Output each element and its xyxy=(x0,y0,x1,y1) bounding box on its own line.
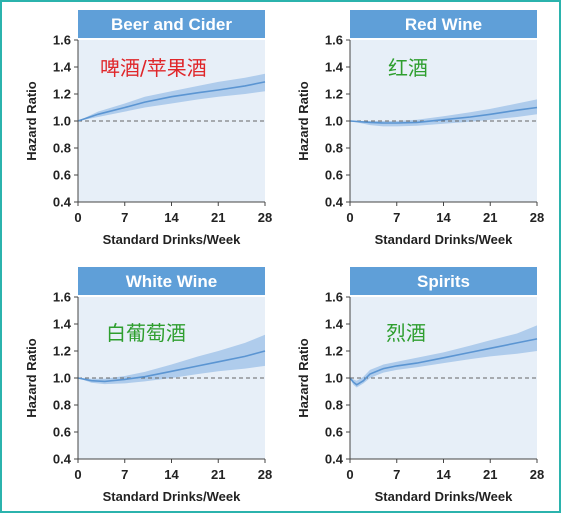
y-tick-label: 1.4 xyxy=(325,317,344,332)
x-tick-label: 7 xyxy=(393,210,400,225)
x-tick-label: 21 xyxy=(211,210,225,225)
chart-panel-4: Spirits 0.4 0.6 0.8 1.0 1.2 1.4 1.6 0 7 14 21 28 Stan… xyxy=(296,267,544,504)
y-tick-label: 0.8 xyxy=(53,398,71,413)
y-tick-label: 0.4 xyxy=(53,195,72,210)
y-tick-label: 1.0 xyxy=(325,371,343,386)
y-axis-title: Hazard Ratio xyxy=(296,81,311,161)
x-tick-label: 0 xyxy=(74,210,81,225)
y-tick-label: 1.6 xyxy=(325,290,343,305)
x-tick-label: 14 xyxy=(164,467,179,482)
y-tick-label: 0.6 xyxy=(325,425,343,440)
y-tick-label: 1.2 xyxy=(53,344,71,359)
y-tick-label: 1.0 xyxy=(53,114,71,129)
panel-header xyxy=(350,10,537,38)
x-tick-label: 28 xyxy=(530,467,544,482)
panel-header xyxy=(78,10,265,38)
panel-annotation: 白葡萄酒 xyxy=(106,321,186,345)
y-tick-label: 0.4 xyxy=(53,452,72,467)
y-tick-label: 1.4 xyxy=(325,60,344,75)
y-tick-label: 0.6 xyxy=(325,168,343,183)
hazard-ratio-line xyxy=(77,81,266,122)
x-tick-label: 21 xyxy=(483,467,497,482)
x-tick-label: 7 xyxy=(121,210,128,225)
x-tick-label: 7 xyxy=(121,467,128,482)
y-tick-label: 0.6 xyxy=(53,425,71,440)
y-tick-label: 0.4 xyxy=(325,452,344,467)
x-axis-title: Standard Drinks/Week xyxy=(375,489,514,504)
hazard-ratio-line xyxy=(349,338,538,386)
panel-header xyxy=(350,267,537,295)
x-tick-label: 28 xyxy=(530,210,544,225)
panel-annotation: 啤酒/苹果酒 xyxy=(100,56,207,80)
y-tick-label: 0.6 xyxy=(53,168,71,183)
x-axis-title: Standard Drinks/Week xyxy=(103,232,242,247)
hazard-ratio-line xyxy=(349,106,538,124)
y-tick-label: 0.8 xyxy=(325,398,343,413)
hazard-ratio-line xyxy=(77,350,266,383)
x-tick-label: 0 xyxy=(346,467,353,482)
y-tick-label: 1.6 xyxy=(53,33,71,48)
y-axis-title: Hazard Ratio xyxy=(24,81,39,161)
panel-annotation: 红酒 xyxy=(388,56,428,80)
x-axis-title: Standard Drinks/Week xyxy=(375,232,514,247)
y-tick-label: 0.8 xyxy=(325,141,343,156)
x-tick-label: 28 xyxy=(258,210,272,225)
x-tick-label: 14 xyxy=(436,210,451,225)
y-tick-label: 1.4 xyxy=(53,317,72,332)
panel-title: White Wine xyxy=(126,272,217,291)
chart-panel-2: Red Wine 0.4 0.6 0.8 1.0 1.2 1.4 1.6 0 7 14 21 28 Sta… xyxy=(296,10,544,247)
x-tick-label: 0 xyxy=(346,210,353,225)
y-tick-label: 1.4 xyxy=(53,60,72,75)
y-axis-title: Hazard Ratio xyxy=(296,338,311,418)
x-tick-label: 14 xyxy=(164,210,179,225)
panel-title: Spirits xyxy=(417,272,470,291)
y-tick-label: 1.6 xyxy=(53,290,71,305)
x-tick-label: 28 xyxy=(258,467,272,482)
x-tick-label: 7 xyxy=(393,467,400,482)
x-tick-label: 21 xyxy=(483,210,497,225)
y-axis-title: Hazard Ratio xyxy=(24,338,39,418)
confidence-band xyxy=(350,99,537,127)
confidence-band xyxy=(350,325,537,388)
panel-header xyxy=(78,267,265,295)
panel-annotation: 烈酒 xyxy=(386,321,426,345)
y-tick-label: 0.8 xyxy=(53,141,71,156)
y-tick-label: 1.2 xyxy=(325,87,343,102)
y-tick-label: 1.6 xyxy=(325,33,343,48)
y-tick-label: 1.2 xyxy=(325,344,343,359)
y-tick-label: 1.0 xyxy=(325,114,343,129)
x-axis-title: Standard Drinks/Week xyxy=(103,489,242,504)
y-tick-label: 0.4 xyxy=(325,195,344,210)
panel-title: Beer and Cider xyxy=(111,15,232,34)
chart-panel-3: White Wine 0.4 0.6 0.8 1.0 1.2 1.4 1.6 0 7 14 21 28 S… xyxy=(24,267,272,504)
y-tick-label: 1.2 xyxy=(53,87,71,102)
panel-title: Red Wine xyxy=(405,15,482,34)
y-tick-label: 1.0 xyxy=(53,371,71,386)
x-tick-label: 0 xyxy=(74,467,81,482)
x-tick-label: 21 xyxy=(211,467,225,482)
chart-panel-1: Beer and Cider 0.4 0.6 0.8 1.0 1.2 1.4 1.6 0 7 14 2… xyxy=(24,10,272,247)
x-tick-label: 14 xyxy=(436,467,451,482)
